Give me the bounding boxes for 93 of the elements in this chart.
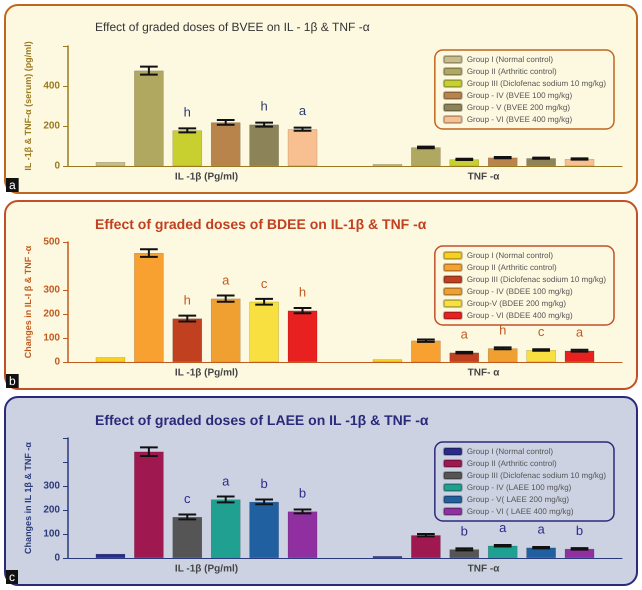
bar: [526, 548, 556, 558]
bar: [249, 502, 279, 558]
bar: [488, 546, 518, 558]
data-label: h: [499, 322, 506, 338]
bar: [372, 359, 402, 362]
data-label: a: [499, 520, 508, 535]
bar: [134, 452, 164, 558]
legend-label: Group I (Normal control): [466, 447, 554, 456]
legend-label: Group I (Normal control): [466, 55, 554, 64]
bar: [288, 129, 318, 166]
data-label: b: [298, 485, 306, 500]
bar: [288, 511, 318, 558]
data-label: h: [184, 104, 191, 120]
bar: [526, 350, 556, 362]
data-label: a: [576, 324, 584, 340]
text: a: [9, 178, 16, 192]
legend-label: Group - V( LAEE 200 mg/kg): [466, 495, 570, 504]
legend-label: Group - IV (LAEE 100 mg/kg): [466, 483, 572, 492]
chart-title: Effect of graded doses of BVEE on IL - 1β & TNF -α: [95, 20, 370, 34]
data-label: a: [222, 272, 230, 288]
y-tick-label: 0: [54, 552, 60, 564]
legend-label: Group I (Normal control): [466, 251, 554, 260]
bar: [210, 499, 240, 558]
y-tick-label: 200: [43, 504, 60, 516]
bar: [411, 340, 441, 362]
legend-label: Group - VI (BVEE 400 mg/kg): [466, 115, 573, 124]
data-label: b: [260, 476, 268, 491]
bar: [210, 298, 240, 362]
y-axis-title: IL -1β & TNF-α (serum) (pg/ml): [22, 41, 33, 171]
x-tick-label: IL -1β (Pg/ml): [174, 172, 238, 182]
data-label: b: [460, 523, 468, 538]
x-tick-label: TNF -α: [468, 564, 500, 574]
data-label: a: [538, 522, 546, 537]
bar: [96, 357, 126, 362]
legend-label: Group-V (BDEE 200 mg/kg): [466, 299, 566, 308]
data-label: b: [576, 522, 584, 538]
bar: [210, 122, 240, 166]
bar: [249, 302, 279, 362]
bar: [96, 162, 126, 166]
y-axis-title: Changes in IL-I β & TNF -α: [22, 245, 33, 358]
legend-label: Group III (Diclofenac sodium 10 mg/kg): [466, 275, 606, 284]
legend-label: Group III (Diclofenac sodium 10 mg/kg): [466, 79, 606, 88]
legend-label: Group - IV (BDEE 100 mg/kg): [466, 287, 573, 296]
bar: [564, 548, 594, 558]
legend-label: Group - IV (BVEE 100 mg/kg): [466, 91, 573, 100]
bar: [488, 158, 518, 166]
y-tick-label: 200: [43, 308, 60, 320]
bar: [134, 70, 164, 166]
data-label: c: [538, 324, 545, 339]
legend-label: Group II (Arthritic control): [466, 67, 557, 76]
y-tick-label: 200: [43, 120, 60, 132]
bar: [411, 535, 441, 558]
text: c: [9, 570, 15, 584]
bar: [172, 516, 202, 558]
x-tick-label: TNF- α: [468, 368, 500, 378]
x-tick-label: IL -1β (Pg/ml): [174, 368, 238, 378]
legend-label: Group II (Arthritic control): [466, 459, 557, 468]
y-tick-label: 300: [43, 284, 60, 296]
data-label: a: [222, 473, 230, 488]
bar: [488, 348, 518, 362]
x-tick-label: TNF -α: [468, 172, 500, 182]
y-tick-label: 100: [43, 332, 60, 344]
legend-label: Group - VI (BDEE 400 mg/kg): [466, 311, 573, 320]
bar: [172, 130, 202, 166]
data-label: c: [260, 276, 268, 291]
legend-label: Group II (Arthritic control): [466, 263, 557, 272]
bar: [134, 253, 164, 362]
data-label: h: [298, 284, 306, 300]
bar: [288, 310, 318, 362]
chart-title: Effect of graded doses of LAEE on IL -1β & TNF -α: [95, 412, 429, 428]
text: b: [9, 374, 16, 388]
bar: [564, 350, 594, 362]
y-axis-title: Changes in IL 1β & TNF -α: [22, 442, 33, 554]
y-tick-label: 0: [54, 160, 60, 172]
bar: [96, 554, 126, 558]
bar: [249, 124, 279, 166]
bar: [411, 147, 441, 166]
legend-label: Group - V (BVEE 200 mg/kg): [466, 103, 570, 112]
y-tick-label: 100: [43, 528, 60, 540]
data-label: c: [184, 490, 192, 506]
y-tick-label: 500: [43, 236, 60, 248]
y-tick-label: 0: [54, 356, 60, 368]
bar: [172, 318, 202, 362]
y-tick-label: 300: [43, 480, 60, 492]
data-label: h: [260, 98, 268, 114]
y-tick-label: 400: [43, 80, 60, 92]
data-label: a: [298, 103, 307, 118]
data-label: a: [460, 326, 469, 342]
legend-label: Group - VI ( LAEE 400 mg/kg): [466, 507, 574, 516]
data-label: h: [184, 292, 191, 308]
chart-title: Effect of graded doses of BDEE on IL-1β & TNF -α: [95, 216, 427, 232]
legend-label: Group III (Diclofenac sodium 10 mg/kg): [466, 471, 606, 480]
x-tick-label: IL -1β (Pg/ml): [174, 564, 238, 574]
